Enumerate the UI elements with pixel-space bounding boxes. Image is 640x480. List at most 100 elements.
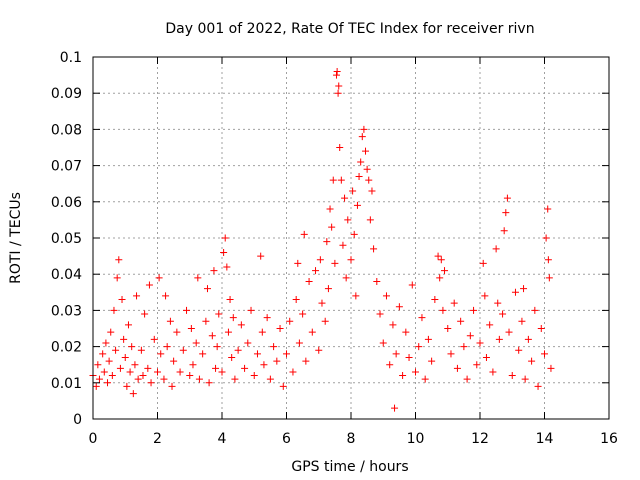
data-point: [141, 310, 149, 318]
data-point: [450, 299, 458, 307]
data-point: [518, 317, 526, 325]
data-point: [234, 346, 242, 354]
data-point: [189, 361, 197, 369]
data-point: [412, 368, 419, 376]
data-point: [405, 353, 413, 361]
y-axis-label: ROTI / TECUs: [8, 192, 24, 284]
data-point: [129, 390, 137, 398]
data-point: [183, 306, 191, 314]
x-tick-label: 2: [153, 431, 162, 447]
y-tick-label: 0.09: [51, 86, 82, 102]
data-point: [524, 335, 532, 343]
data-point: [341, 194, 349, 202]
data-point: [373, 277, 381, 285]
data-point: [145, 281, 153, 289]
data-point: [213, 343, 221, 351]
data-point: [194, 274, 202, 282]
data-point: [323, 238, 331, 246]
data-point: [157, 350, 165, 358]
x-tick-label: 4: [218, 431, 227, 447]
data-point: [179, 346, 187, 354]
data-point: [316, 256, 324, 264]
data-point: [107, 328, 115, 336]
data-point: [542, 234, 550, 242]
x-tick-label: 6: [282, 431, 291, 447]
data-point: [353, 201, 361, 209]
data-point: [537, 325, 545, 332]
axis-ticks: [92, 56, 610, 420]
data-point: [336, 144, 344, 151]
data-point: [362, 147, 370, 155]
data-point: [399, 372, 407, 380]
data-point: [355, 172, 363, 180]
data-point: [308, 328, 316, 336]
data-point: [334, 89, 342, 97]
data-point: [220, 248, 228, 256]
data-point: [218, 368, 226, 376]
data-point: [295, 339, 303, 347]
data-point: [223, 263, 231, 271]
data-point: [133, 292, 141, 300]
data-point: [215, 310, 223, 318]
data-point: [131, 361, 139, 369]
data-point: [205, 379, 213, 387]
data-point: [283, 350, 290, 358]
data-point: [150, 335, 158, 343]
data-point: [453, 364, 461, 372]
data-point: [118, 296, 126, 304]
data-point: [292, 296, 300, 304]
y-tick-label: 0.02: [51, 340, 82, 356]
y-tick-label: 0.04: [51, 267, 82, 283]
data-point: [124, 321, 132, 329]
data-point: [515, 346, 523, 354]
data-point: [113, 274, 121, 282]
data-point: [104, 379, 112, 387]
data-point: [203, 285, 211, 293]
y-tick-label: 0: [73, 412, 82, 428]
x-tick-label: 14: [536, 431, 554, 447]
x-tick-label: 16: [600, 431, 618, 447]
data-point: [463, 375, 471, 383]
data-point: [208, 332, 216, 340]
data-point: [333, 67, 341, 75]
data-point: [360, 125, 368, 133]
data-point: [212, 364, 220, 372]
data-point: [250, 372, 258, 380]
data-point: [173, 328, 181, 336]
data-point: [476, 339, 484, 347]
data-point: [270, 343, 278, 351]
data-point: [486, 321, 494, 329]
data-point: [144, 364, 152, 372]
data-point: [544, 205, 552, 213]
data-point: [229, 314, 237, 322]
data-point: [439, 306, 447, 314]
y-tick-label: 0.07: [51, 159, 82, 175]
data-point: [112, 346, 120, 354]
data-point: [357, 158, 365, 166]
y-tick-label: 0.1: [60, 50, 82, 66]
data-point: [263, 314, 271, 322]
data-point: [392, 350, 400, 358]
data-point: [294, 259, 302, 267]
data-point: [305, 277, 313, 285]
data-point: [192, 339, 200, 347]
data-point: [170, 357, 178, 365]
data-point: [253, 350, 261, 358]
data-point: [324, 285, 332, 293]
data-point: [521, 375, 529, 383]
data-point: [379, 339, 387, 347]
data-point: [460, 343, 468, 351]
data-point: [210, 267, 218, 275]
data-point: [386, 361, 394, 369]
data-point: [286, 317, 294, 325]
y-tick-label: 0.01: [51, 376, 82, 392]
x-tick-label: 10: [407, 431, 425, 447]
data-point: [434, 252, 442, 260]
data-point: [105, 357, 113, 365]
data-point: [444, 325, 452, 332]
data-point: [195, 375, 203, 383]
data-point: [503, 194, 511, 202]
data-point: [528, 357, 536, 365]
data-point: [92, 382, 100, 390]
data-point: [276, 325, 284, 332]
